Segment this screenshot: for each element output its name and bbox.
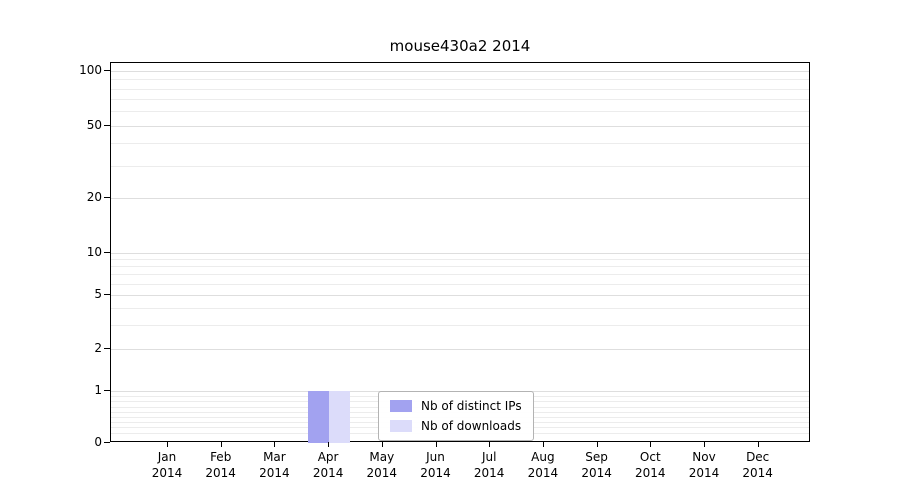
gridline (111, 307, 809, 309)
gridline (111, 274, 809, 276)
gridline (111, 294, 809, 296)
x-tick-mark (274, 442, 276, 447)
legend-swatch (390, 420, 412, 432)
x-tick-mark (435, 442, 437, 447)
x-tick-label-line: Feb (210, 450, 232, 464)
y-tick-mark (104, 442, 110, 443)
gridline (111, 111, 809, 113)
x-tick-label-line: 2014 (742, 466, 773, 481)
x-tick-label: Feb 2014 (191, 449, 251, 481)
bar-nb-of-downloads (329, 391, 351, 443)
legend: Nb of distinct IPs Nb of downloads (378, 391, 534, 441)
x-tick-label-line: 2014 (420, 466, 451, 481)
y-tick-label: 0 (94, 435, 102, 449)
x-tick-label-line: Aug (531, 450, 555, 464)
x-tick-label-line: Jun (426, 450, 445, 464)
y-tick-mark (104, 197, 110, 199)
x-tick-mark (704, 442, 705, 447)
gridline (111, 125, 809, 127)
x-tick-mark (650, 442, 652, 447)
gridline (111, 88, 809, 90)
x-tick-mark (489, 442, 491, 447)
bar-nb-of-distinct-ips (308, 391, 330, 443)
x-tick-label-line: 2014 (366, 466, 398, 481)
x-tick-label: Nov 2014 (674, 449, 734, 481)
y-tick-mark (104, 70, 110, 71)
gridline (111, 259, 809, 261)
y-tick-mark (104, 124, 110, 126)
y-tick-label: 2 (94, 341, 102, 356)
y-tick-mark (104, 293, 110, 295)
chart-title: mouse430a2 2014 (389, 37, 531, 55)
x-tick-mark (381, 442, 383, 447)
y-tick-label: 10 (86, 245, 102, 259)
x-tick-label: Jun 2014 (406, 449, 466, 481)
gridline (111, 143, 809, 145)
x-tick-label-line: 2014 (688, 466, 720, 481)
x-tick-mark (220, 442, 222, 447)
gridline (111, 99, 809, 101)
x-tick-mark (757, 442, 759, 447)
x-tick-label: Dec 2014 (728, 449, 788, 481)
x-tick-label-line: Sep (585, 450, 608, 464)
gridline (111, 253, 809, 254)
x-tick-label-line: Jan (157, 450, 177, 464)
x-tick-label-line: Apr (317, 450, 339, 464)
y-tick-mark (104, 390, 110, 391)
x-tick-label-line: May (369, 450, 395, 464)
x-tick-label: Jan 2014 (137, 449, 197, 481)
plot-area (110, 62, 810, 443)
x-tick-mark (328, 442, 330, 447)
gridline (111, 79, 809, 81)
x-tick-label-line: 2014 (527, 466, 559, 481)
x-tick-label-line: Oct (639, 450, 661, 464)
legend-item: Nb of distinct IPs (390, 399, 522, 413)
y-axis-labels: 0 1 2 5 10 20 50 100 (0, 0, 102, 500)
gridline (111, 166, 809, 168)
x-tick-label-line: 2014 (151, 466, 183, 481)
x-tick-label: Apr 2014 (298, 449, 358, 481)
x-tick-label: Oct 2014 (620, 449, 680, 481)
x-tick-label: Jul 2014 (459, 449, 519, 481)
x-tick-label: Aug 2014 (513, 449, 573, 481)
gridline (111, 198, 809, 200)
gridline (111, 71, 809, 72)
x-tick-mark (596, 442, 598, 447)
x-tick-label-line: 2014 (312, 466, 344, 481)
legend-swatch (390, 400, 412, 412)
y-tick-label: 100 (79, 63, 102, 77)
x-tick-mark (542, 442, 544, 447)
gridline (111, 266, 809, 268)
x-tick-label: May 2014 (352, 449, 412, 481)
gridline (111, 349, 809, 351)
y-tick-label: 5 (94, 286, 102, 301)
x-tick-label: Mar 2014 (244, 449, 304, 481)
y-tick-label: 50 (86, 117, 102, 132)
x-tick-label-line: 2014 (259, 466, 290, 481)
y-tick-label: 20 (86, 190, 102, 205)
y-tick-mark (104, 348, 110, 350)
x-tick-label-line: 2014 (635, 466, 666, 481)
gridline (111, 325, 809, 327)
x-tick-label-line: 2014 (205, 466, 236, 481)
legend-item: Nb of downloads (390, 419, 522, 433)
y-tick-mark (104, 252, 110, 253)
x-tick-label-line: Dec (746, 450, 770, 464)
x-tick-label-line: Nov (692, 450, 716, 464)
x-tick-label-line: 2014 (581, 466, 612, 481)
x-tick-label-line: Jul (481, 450, 497, 464)
x-tick-label-line: Mar (263, 450, 286, 464)
gridline (111, 283, 809, 285)
x-tick-label-line: 2014 (473, 466, 505, 481)
x-tick-mark (167, 442, 168, 447)
legend-label: Nb of distinct IPs (421, 399, 522, 413)
legend-label: Nb of downloads (421, 419, 522, 433)
y-tick-label: 1 (94, 383, 102, 397)
x-tick-label: Sep 2014 (567, 449, 627, 481)
